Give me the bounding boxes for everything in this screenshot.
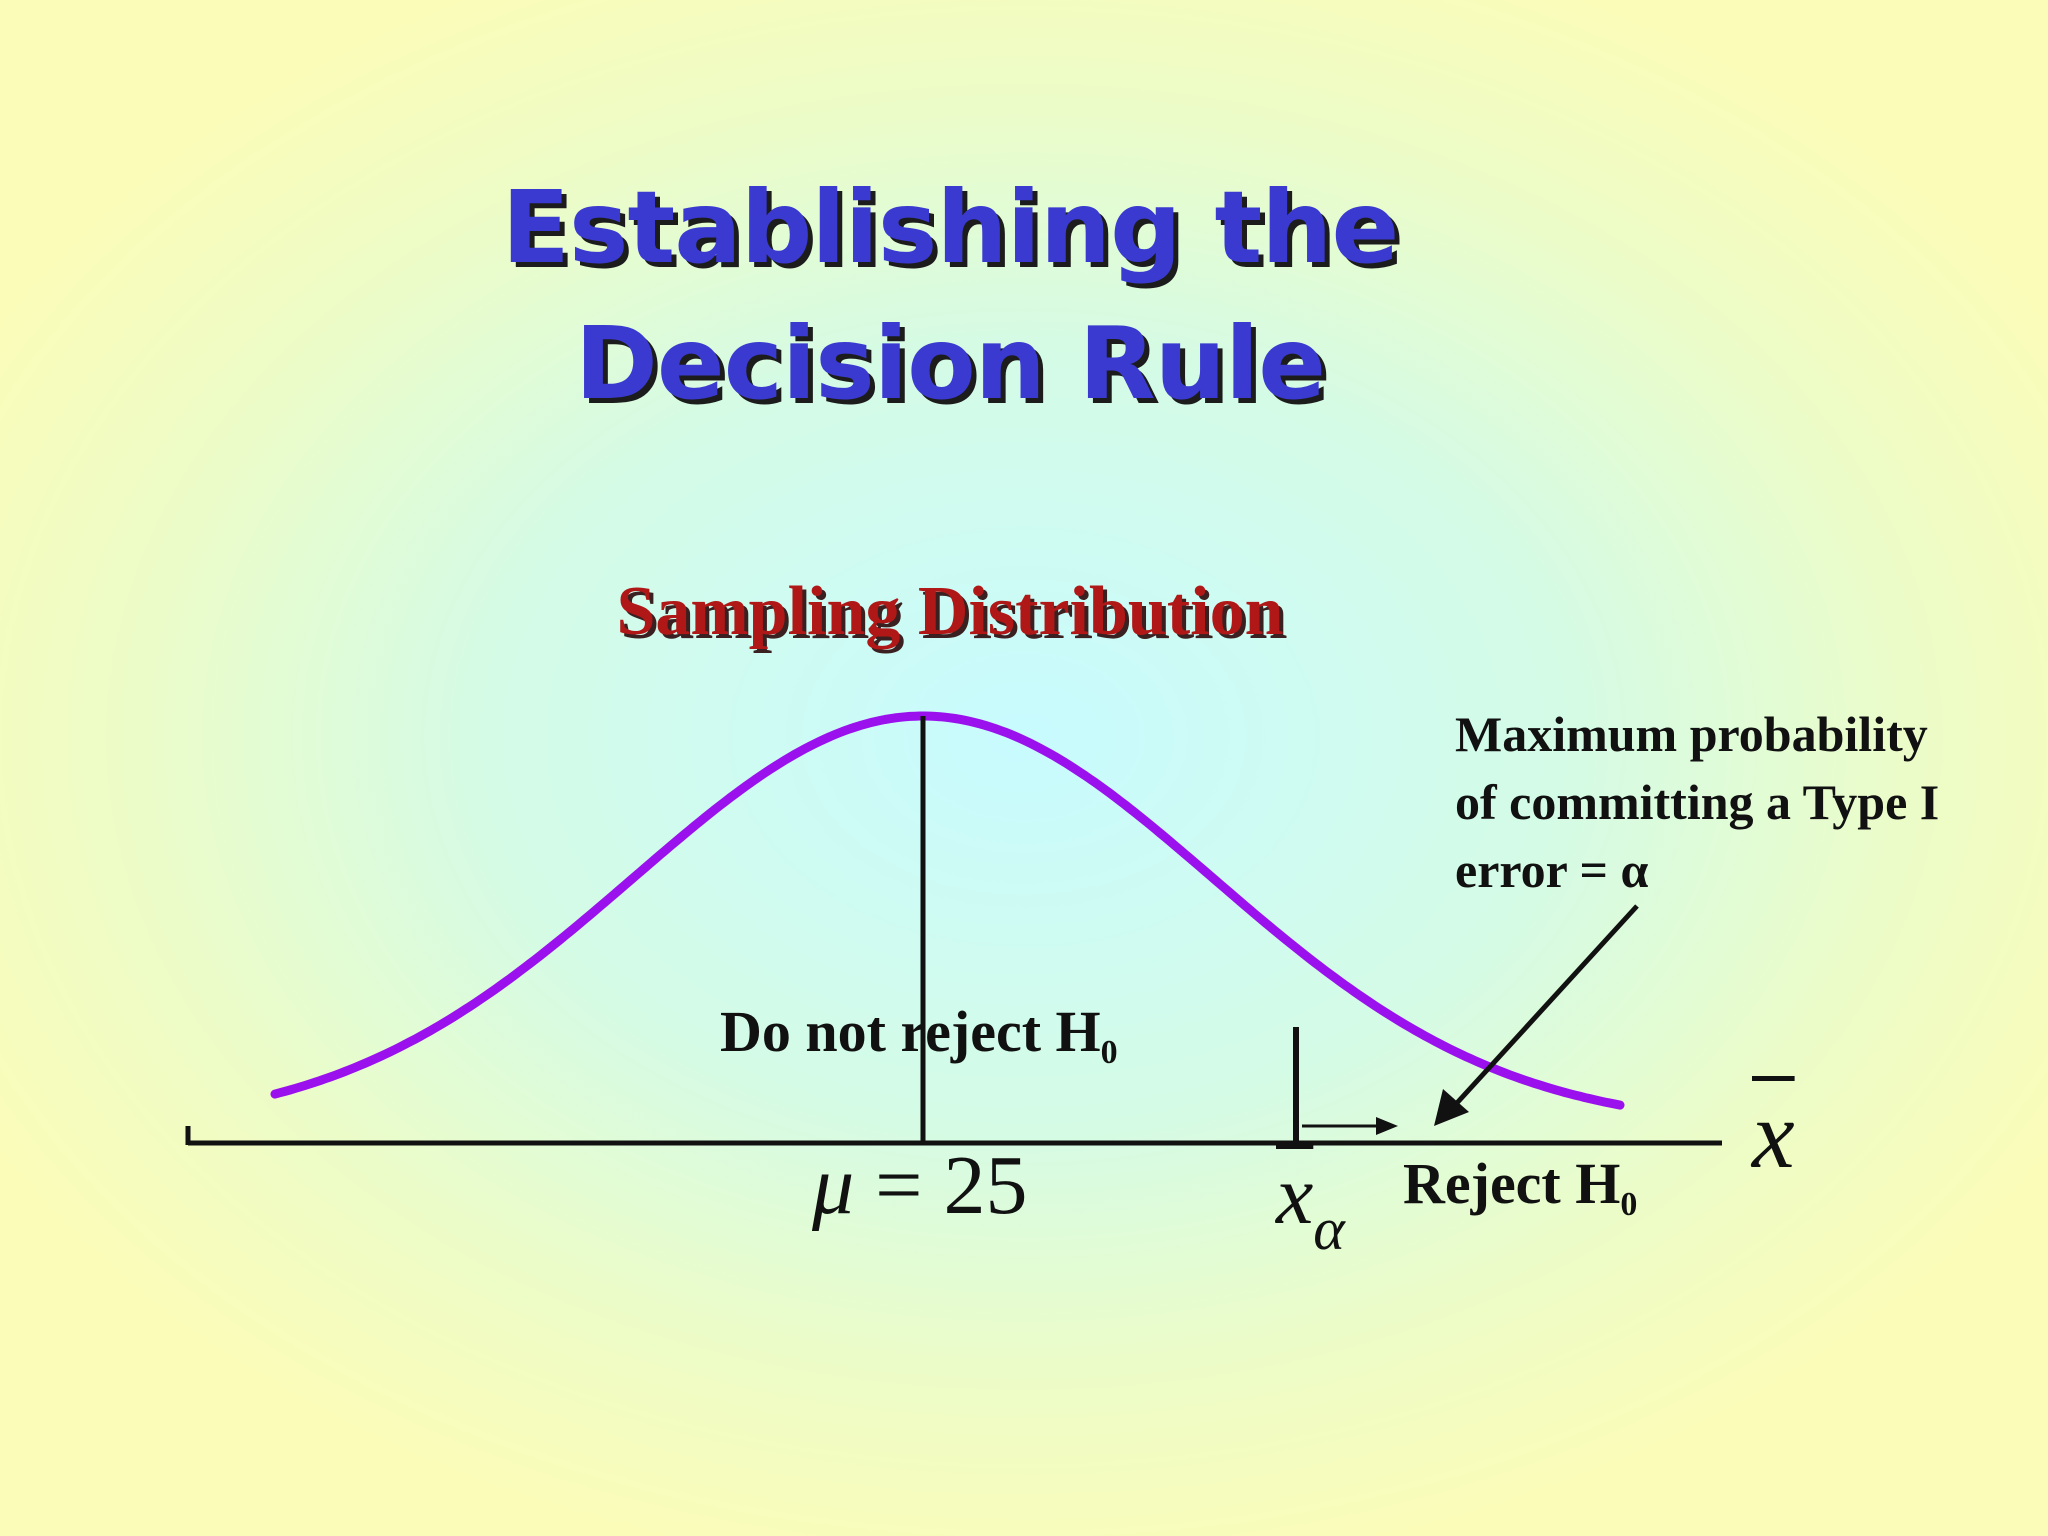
annotation-line-3: error = α xyxy=(1455,842,1649,898)
rejection-region-arrowhead xyxy=(1376,1117,1398,1135)
do-not-reject-subscript: 0 xyxy=(1100,1034,1118,1071)
title-line-2: Decision Rule xyxy=(574,305,1326,422)
mean-symbol: μ xyxy=(812,1139,855,1232)
sampling-distribution-label: Sampling Distribution xyxy=(616,573,1284,650)
reject-label: Reject H0 xyxy=(1403,1151,1637,1222)
slide-title: Establishing the Decision Rule xyxy=(0,160,1900,432)
mean-value-label: μ = 25 xyxy=(812,1138,1028,1234)
mean-equals-value: = 25 xyxy=(854,1139,1028,1232)
annotation-pointer-arrow xyxy=(1454,904,1639,1106)
critical-alpha-subscript: α xyxy=(1313,1196,1345,1262)
reject-text: Reject H xyxy=(1403,1151,1621,1216)
sample-mean-axis-label: x xyxy=(1752,1081,1795,1188)
do-not-reject-label: Do not reject H0 xyxy=(720,999,1118,1070)
annotation-line-2: of committing a Type I xyxy=(1455,774,1940,830)
annotation-pointer-arrowhead xyxy=(1434,1089,1469,1126)
critical-x-symbol: x xyxy=(1276,1149,1314,1242)
normal-distribution-curve xyxy=(270,711,1625,1110)
annotation-line-1: Maximum probability xyxy=(1455,706,1928,762)
do-not-reject-text: Do not reject H xyxy=(720,999,1101,1064)
critical-value-label: xα xyxy=(1276,1148,1345,1262)
reject-subscript: 0 xyxy=(1620,1186,1638,1223)
title-line-1: Establishing the xyxy=(501,169,1400,286)
type-one-error-annotation: Maximum probability of committing a Type… xyxy=(1455,700,2015,904)
